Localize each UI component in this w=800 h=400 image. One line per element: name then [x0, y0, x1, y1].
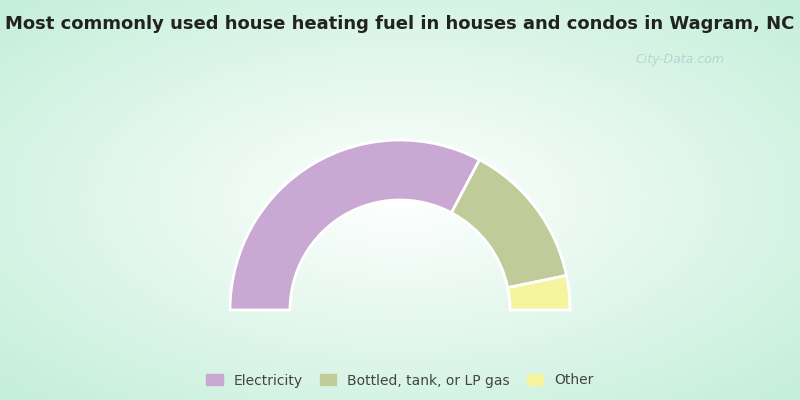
Text: Most commonly used house heating fuel in houses and condos in Wagram, NC: Most commonly used house heating fuel in… — [6, 15, 794, 33]
Wedge shape — [230, 140, 479, 310]
Wedge shape — [508, 276, 570, 310]
Text: City-Data.com: City-Data.com — [635, 54, 725, 66]
Wedge shape — [451, 160, 566, 288]
Legend: Electricity, Bottled, tank, or LP gas, Other: Electricity, Bottled, tank, or LP gas, O… — [201, 368, 599, 393]
